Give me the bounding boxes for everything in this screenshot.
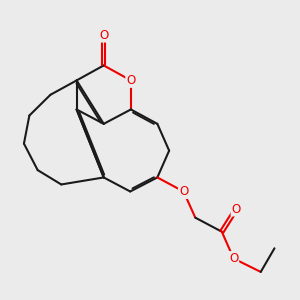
Text: O: O bbox=[126, 74, 136, 87]
Text: O: O bbox=[99, 28, 108, 42]
Text: O: O bbox=[229, 252, 238, 265]
Text: O: O bbox=[232, 202, 241, 215]
Text: O: O bbox=[179, 185, 188, 198]
